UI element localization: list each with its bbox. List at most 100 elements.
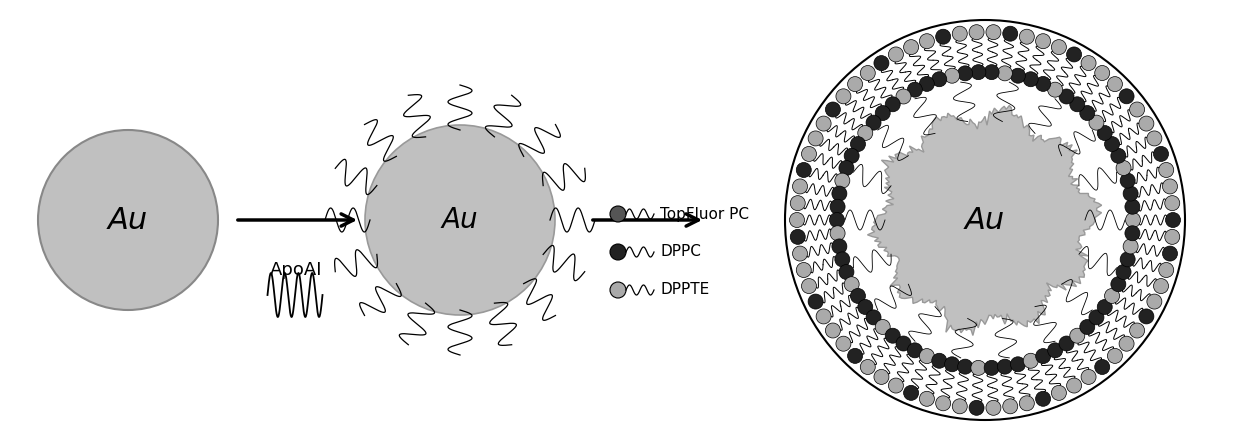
Circle shape bbox=[875, 106, 890, 121]
Circle shape bbox=[610, 206, 626, 222]
Circle shape bbox=[888, 47, 904, 62]
Circle shape bbox=[808, 294, 823, 309]
Text: ApoAI: ApoAI bbox=[270, 261, 322, 279]
Circle shape bbox=[1126, 213, 1141, 227]
Circle shape bbox=[908, 82, 923, 97]
Circle shape bbox=[945, 357, 960, 372]
Circle shape bbox=[985, 65, 999, 80]
Circle shape bbox=[970, 400, 985, 415]
Circle shape bbox=[1116, 264, 1131, 279]
Circle shape bbox=[931, 72, 947, 87]
Circle shape bbox=[1066, 47, 1081, 62]
Circle shape bbox=[908, 343, 923, 358]
Circle shape bbox=[971, 360, 986, 375]
Circle shape bbox=[1081, 370, 1096, 385]
Circle shape bbox=[1158, 263, 1174, 278]
Circle shape bbox=[836, 89, 851, 104]
Circle shape bbox=[952, 399, 967, 414]
Text: Au: Au bbox=[441, 206, 479, 234]
Circle shape bbox=[1048, 82, 1063, 97]
Circle shape bbox=[851, 288, 866, 304]
Circle shape bbox=[861, 359, 875, 374]
Circle shape bbox=[610, 282, 626, 298]
Circle shape bbox=[1123, 239, 1138, 254]
Circle shape bbox=[1125, 199, 1140, 214]
Circle shape bbox=[986, 25, 1001, 40]
Circle shape bbox=[1070, 328, 1085, 343]
Circle shape bbox=[365, 125, 556, 315]
Circle shape bbox=[835, 252, 849, 267]
Circle shape bbox=[919, 348, 934, 363]
Text: Au: Au bbox=[108, 205, 148, 235]
Circle shape bbox=[796, 162, 811, 177]
Circle shape bbox=[782, 17, 1188, 423]
Circle shape bbox=[1003, 26, 1018, 41]
Circle shape bbox=[861, 66, 875, 81]
Circle shape bbox=[1120, 252, 1135, 267]
Circle shape bbox=[1059, 336, 1074, 351]
Text: TopFluor PC: TopFluor PC bbox=[660, 206, 749, 221]
Circle shape bbox=[957, 66, 972, 81]
Circle shape bbox=[997, 66, 1012, 81]
Circle shape bbox=[874, 370, 889, 385]
Circle shape bbox=[790, 213, 805, 227]
Circle shape bbox=[1118, 89, 1135, 104]
Circle shape bbox=[874, 55, 889, 70]
Circle shape bbox=[1080, 106, 1095, 121]
Circle shape bbox=[1138, 116, 1154, 131]
Circle shape bbox=[904, 385, 919, 400]
Circle shape bbox=[952, 26, 967, 41]
Circle shape bbox=[832, 239, 847, 254]
Circle shape bbox=[1158, 162, 1174, 177]
Circle shape bbox=[1023, 353, 1038, 368]
Circle shape bbox=[1153, 147, 1168, 161]
Circle shape bbox=[1035, 348, 1050, 363]
Circle shape bbox=[1164, 229, 1179, 244]
Circle shape bbox=[1162, 246, 1178, 261]
Circle shape bbox=[816, 116, 831, 131]
Circle shape bbox=[844, 277, 859, 292]
Circle shape bbox=[1019, 396, 1034, 411]
Circle shape bbox=[897, 89, 911, 104]
Circle shape bbox=[1070, 97, 1085, 112]
Circle shape bbox=[792, 179, 807, 194]
Circle shape bbox=[1111, 277, 1126, 292]
Circle shape bbox=[610, 244, 626, 260]
Circle shape bbox=[1130, 323, 1145, 338]
Circle shape bbox=[1111, 148, 1126, 163]
Circle shape bbox=[38, 130, 218, 310]
Circle shape bbox=[1003, 399, 1018, 414]
Circle shape bbox=[836, 336, 851, 351]
Circle shape bbox=[897, 336, 911, 351]
Circle shape bbox=[1138, 309, 1154, 324]
Polygon shape bbox=[868, 106, 1101, 335]
Text: DPPC: DPPC bbox=[660, 245, 701, 260]
Circle shape bbox=[1120, 173, 1135, 188]
Circle shape bbox=[839, 161, 854, 176]
Circle shape bbox=[1089, 115, 1104, 130]
Circle shape bbox=[830, 226, 846, 241]
Circle shape bbox=[919, 391, 935, 406]
Circle shape bbox=[970, 25, 985, 40]
Circle shape bbox=[826, 323, 841, 338]
Circle shape bbox=[1035, 34, 1050, 49]
Circle shape bbox=[1123, 186, 1138, 201]
Circle shape bbox=[919, 77, 934, 92]
Circle shape bbox=[848, 348, 863, 363]
Circle shape bbox=[1019, 29, 1034, 44]
Circle shape bbox=[1095, 66, 1110, 81]
Circle shape bbox=[858, 125, 873, 140]
Circle shape bbox=[835, 173, 849, 188]
Circle shape bbox=[1125, 226, 1140, 241]
Circle shape bbox=[1105, 288, 1120, 304]
Text: Au: Au bbox=[965, 205, 1006, 235]
Circle shape bbox=[866, 115, 882, 130]
Circle shape bbox=[1116, 161, 1131, 176]
Circle shape bbox=[1011, 357, 1025, 372]
Circle shape bbox=[1081, 55, 1096, 70]
Circle shape bbox=[919, 34, 935, 49]
Circle shape bbox=[866, 310, 882, 325]
Circle shape bbox=[826, 102, 841, 117]
Circle shape bbox=[1162, 179, 1178, 194]
Circle shape bbox=[839, 264, 854, 279]
